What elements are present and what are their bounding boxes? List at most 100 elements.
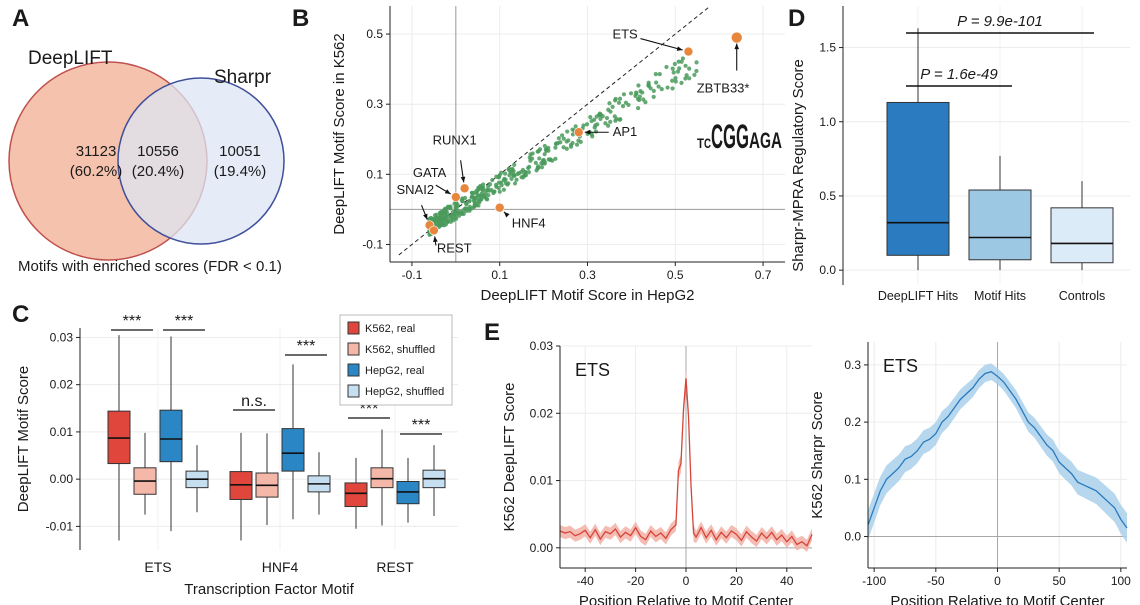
scatter-point xyxy=(553,145,558,150)
scatter-point xyxy=(684,73,689,78)
panel-e-letter: E xyxy=(484,319,500,346)
scatter-ytick-label: 0.3 xyxy=(366,97,383,111)
scatter-annotation-label: SNAI2 xyxy=(397,182,435,197)
scatter-point xyxy=(673,76,678,81)
panel-c-boxplot: C -0.01 0.00 0.01 0.02 0.03 ETS HNF4 REST *** ***… xyxy=(12,301,458,598)
venn-set-label-deeplift: DeepLIFT xyxy=(28,48,113,69)
scatter-point xyxy=(539,165,545,170)
boxplot-ytick-label: 0.02 xyxy=(50,378,74,392)
scatter-point xyxy=(607,101,612,106)
scatter-point xyxy=(679,80,684,85)
scatter-point xyxy=(476,186,481,191)
d-ytick-label: 1.5 xyxy=(819,41,836,55)
line-xtick-label: -40 xyxy=(577,574,595,588)
scatter-point xyxy=(560,133,565,138)
scatter-point xyxy=(648,86,653,91)
scatter-annotation-arrowhead xyxy=(460,176,466,183)
line-xtick-label: 50 xyxy=(1052,574,1066,588)
scatter-point xyxy=(527,164,532,169)
scatter-point xyxy=(542,143,547,149)
scatter-point xyxy=(432,216,438,221)
scatter-point xyxy=(555,141,560,146)
scatter-point xyxy=(454,201,459,206)
scatter-point xyxy=(584,122,590,127)
line-x-axis-title: Position Relative to Motif Center xyxy=(579,593,793,605)
venn-region-count: 10051 xyxy=(219,143,261,160)
scatter-point xyxy=(657,72,662,77)
scatter-point xyxy=(553,156,558,161)
scatter-point xyxy=(598,112,603,117)
scatter-point xyxy=(480,188,485,193)
scatter-point xyxy=(673,79,678,84)
boxplot-y-axis-title: DeepLIFT Motif Score xyxy=(15,366,32,512)
scatter-point xyxy=(497,189,502,194)
d-pvalue-label: P = 9.9e-101 xyxy=(957,13,1043,30)
scatter-point xyxy=(522,172,527,178)
scatter-annotation-label: REST xyxy=(437,240,472,255)
scatter-point xyxy=(463,206,468,211)
boxplot-legend-label: K562, real xyxy=(365,323,415,335)
boxplot-legend-swatch xyxy=(347,384,360,398)
scatter-point xyxy=(514,177,519,182)
panel-e-deeplift-line: E -40 -20 0 20 40 0.00 0.01 0.02 0.03 ETS Position… xyxy=(484,319,813,605)
scatter-point xyxy=(561,136,566,141)
scatter-point xyxy=(496,185,501,191)
scatter-annotation-arrowhead xyxy=(503,211,510,218)
line-ytick-label: 0.02 xyxy=(530,406,554,420)
line-ytick-label: 0.00 xyxy=(530,541,554,555)
scatter-point xyxy=(612,114,617,119)
box-body xyxy=(281,428,305,472)
venn-caption: Motifs with enriched scores (FDR < 0.1) xyxy=(18,258,282,275)
scatter-point xyxy=(467,208,472,213)
boxplot-legend-swatch xyxy=(347,321,360,335)
scatter-point xyxy=(496,180,501,185)
scatter-point xyxy=(654,80,659,85)
venn-region-percent: (19.4%) xyxy=(214,163,267,180)
scatter-point xyxy=(456,213,462,218)
motif-logo-letter: C xyxy=(711,118,723,156)
d-pvalue-label: P = 1.6e-49 xyxy=(920,66,998,83)
scatter-point xyxy=(556,136,561,141)
scatter-point xyxy=(636,105,641,111)
boxplot-legend-swatch xyxy=(347,363,360,377)
venn-region-count: 10556 xyxy=(137,143,179,160)
boxplot-legend-label: HepG2, real xyxy=(365,365,424,377)
scatter-ytick-label: 0.5 xyxy=(366,27,383,41)
d-category-label: DeepLIFT Hits xyxy=(878,289,958,303)
scatter-point xyxy=(561,145,566,150)
motif-logo-letter: A xyxy=(771,128,782,153)
scatter-point xyxy=(636,83,641,88)
scatter-point xyxy=(637,97,642,103)
scatter-point xyxy=(616,100,622,105)
scatter-point xyxy=(637,94,642,99)
panel-a-venn: A DeepLIFT Sharpr 31123 (60.2%) 10556 (20.4%)… xyxy=(8,5,285,275)
scatter-point xyxy=(512,181,518,186)
scatter-point xyxy=(501,187,506,192)
scatter-point xyxy=(593,123,598,128)
line-y-axis-title: K562 DeepLIFT Score xyxy=(501,383,518,532)
scatter-annotation-label: RUNX1 xyxy=(433,132,477,147)
scatter-xtick-label: 0.3 xyxy=(579,268,596,282)
scatter-point xyxy=(501,178,506,183)
scatter-point xyxy=(450,209,456,215)
scatter-point xyxy=(610,104,615,109)
line-ytick-label: 0.01 xyxy=(530,474,554,488)
line-xtick-label: -100 xyxy=(862,574,886,588)
panel-b-letter: B xyxy=(292,5,309,32)
line-confidence-band xyxy=(868,363,1127,543)
scatter-point xyxy=(573,124,578,129)
scatter-point xyxy=(448,214,454,219)
scatter-point xyxy=(481,182,486,187)
scatter-point xyxy=(537,156,542,161)
scatter-point xyxy=(677,66,682,71)
scatter-point xyxy=(484,196,489,202)
scatter-point xyxy=(489,187,494,193)
line-ytick-label: 0.1 xyxy=(844,472,861,486)
d-y-axis-title: Sharpr-MPRA Regulatory Score xyxy=(790,59,807,272)
scatter-point xyxy=(651,88,656,93)
scatter-annotation-arrowhead xyxy=(584,129,591,135)
scatter-point xyxy=(533,160,538,165)
line-series xyxy=(559,378,813,547)
scatter-point xyxy=(507,166,512,171)
scatter-point xyxy=(491,190,496,196)
